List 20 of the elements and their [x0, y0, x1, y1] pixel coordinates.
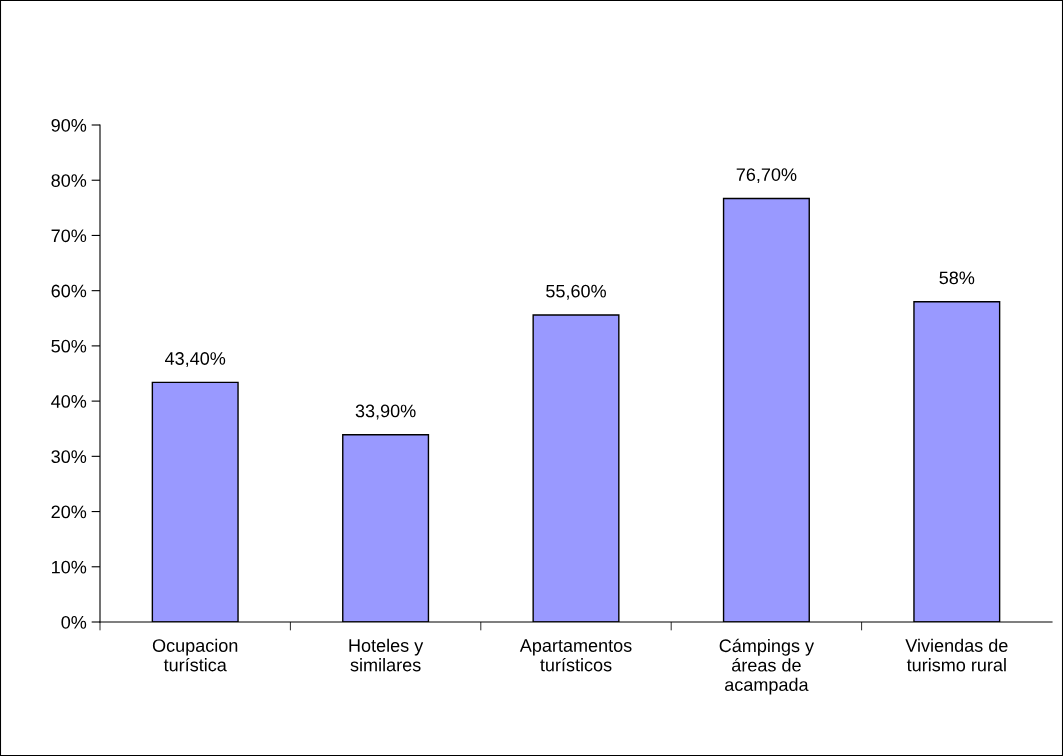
y-tick-label: 80% [51, 174, 87, 187]
data-label: 43,40% [165, 352, 226, 368]
data-label: 76,70% [736, 168, 797, 184]
y-tick-label: 40% [51, 395, 87, 408]
y-tick-label: 10% [52, 560, 87, 574]
x-tick-label: Viviendas de turismo rural [905, 638, 1008, 672]
x-tick-label: Ocupacion turística [152, 638, 238, 672]
y-tick-label: 0% [61, 615, 87, 629]
x-tick-label: Apartamentos turísticos [519, 639, 632, 672]
x-tick-label: Hoteles y similares [349, 638, 424, 672]
y-tick-label: 50% [51, 339, 87, 353]
y-tick-label: 90% [51, 118, 87, 132]
y-tick-label: 30% [51, 450, 87, 464]
data-label: 55,60% [546, 284, 606, 300]
data-label: 33,90% [355, 404, 416, 420]
data-label: 58% [939, 271, 975, 285]
y-tick-label: 70% [51, 229, 87, 243]
x-tick-label: Cámpings y áreas de acampada [719, 638, 815, 695]
y-tick-label: 60% [51, 284, 87, 298]
y-tick-label: 20% [51, 505, 87, 519]
